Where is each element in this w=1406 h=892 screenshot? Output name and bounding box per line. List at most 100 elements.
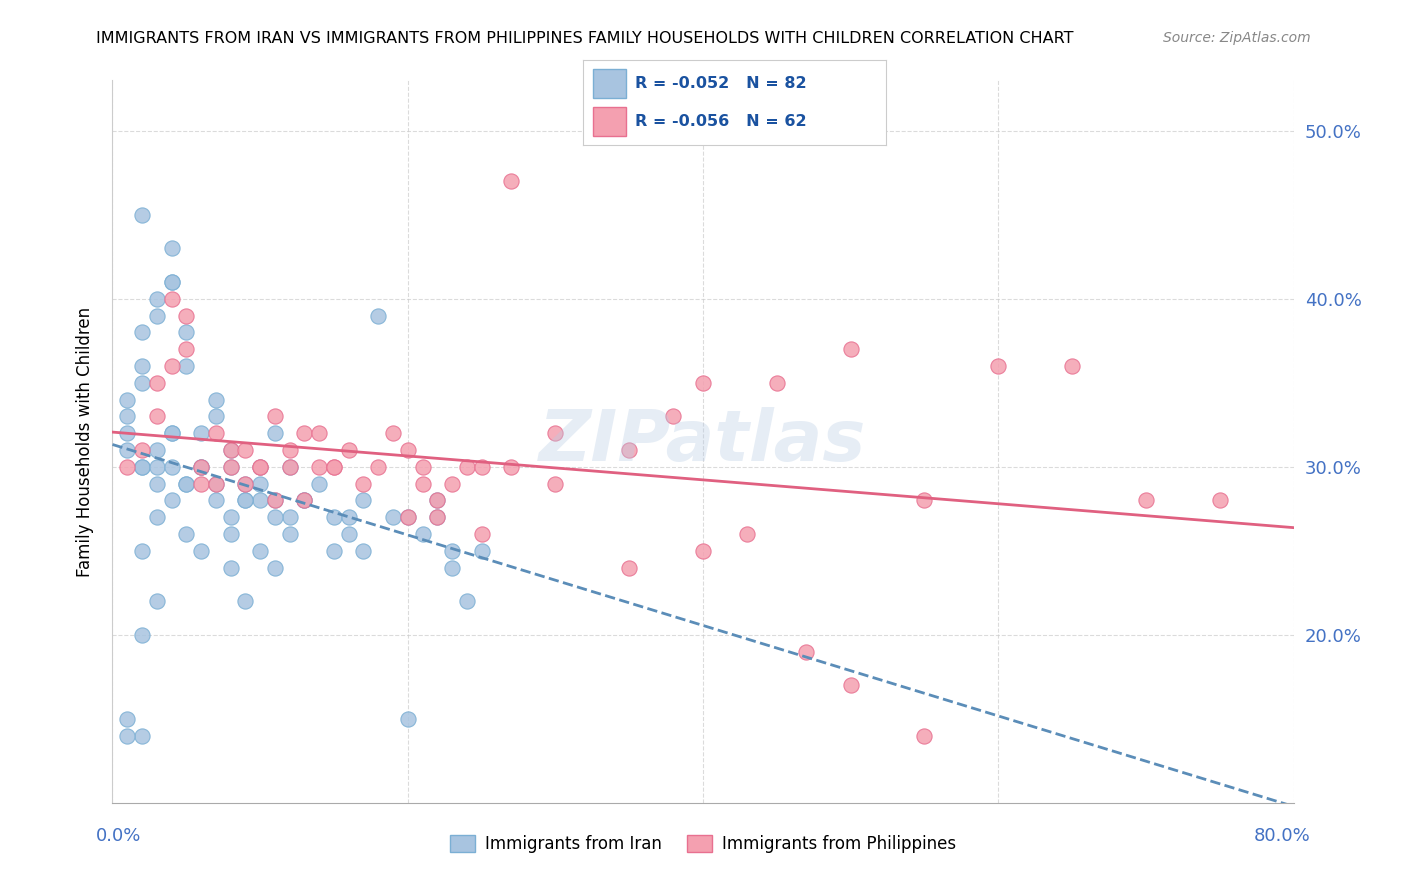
- Point: [233, 493, 256, 508]
- Text: IMMIGRANTS FROM IRAN VS IMMIGRANTS FROM PHILIPPINES FAMILY HOUSEHOLDS WITH CHILD: IMMIGRANTS FROM IRAN VS IMMIGRANTS FROM …: [96, 31, 1073, 46]
- Point: [233, 476, 256, 491]
- Point: [205, 426, 228, 441]
- Point: [308, 476, 330, 491]
- Point: [160, 241, 183, 255]
- Point: [160, 426, 183, 441]
- Point: [501, 459, 523, 474]
- Point: [839, 678, 862, 692]
- Point: [470, 459, 494, 474]
- Point: [278, 459, 301, 474]
- Y-axis label: Family Households with Children: Family Households with Children: [76, 307, 94, 576]
- Point: [352, 493, 374, 508]
- Point: [174, 342, 197, 356]
- Point: [131, 543, 153, 558]
- Point: [264, 493, 287, 508]
- Point: [249, 459, 271, 474]
- Point: [146, 409, 169, 424]
- Point: [160, 275, 183, 289]
- Point: [278, 459, 301, 474]
- Text: 80.0%: 80.0%: [1254, 827, 1310, 845]
- Point: [219, 510, 242, 524]
- Point: [264, 426, 287, 441]
- Point: [249, 459, 271, 474]
- Point: [249, 493, 271, 508]
- Point: [456, 594, 478, 608]
- Point: [544, 476, 567, 491]
- Point: [146, 594, 169, 608]
- Point: [323, 459, 346, 474]
- Point: [292, 493, 315, 508]
- Point: [233, 493, 256, 508]
- Point: [323, 543, 346, 558]
- Point: [323, 510, 346, 524]
- Point: [190, 459, 212, 474]
- Point: [337, 510, 360, 524]
- Text: 0.0%: 0.0%: [96, 827, 141, 845]
- Point: [308, 459, 330, 474]
- Point: [323, 459, 346, 474]
- Point: [219, 442, 242, 457]
- Point: [190, 476, 212, 491]
- Point: [219, 527, 242, 541]
- Point: [987, 359, 1010, 373]
- Point: [470, 527, 494, 541]
- Point: [205, 409, 228, 424]
- Point: [131, 376, 153, 390]
- Point: [501, 174, 523, 188]
- Point: [219, 459, 242, 474]
- Point: [278, 442, 301, 457]
- Point: [190, 459, 212, 474]
- Point: [117, 712, 138, 726]
- Point: [131, 628, 153, 642]
- Text: R = -0.052   N = 82: R = -0.052 N = 82: [636, 76, 807, 91]
- Point: [619, 560, 641, 574]
- Point: [249, 459, 271, 474]
- Point: [337, 442, 360, 457]
- Point: [174, 326, 197, 340]
- Point: [441, 476, 464, 491]
- Point: [426, 510, 449, 524]
- Point: [382, 426, 405, 441]
- Point: [205, 476, 228, 491]
- FancyBboxPatch shape: [592, 69, 626, 98]
- FancyBboxPatch shape: [592, 107, 626, 136]
- Point: [233, 594, 256, 608]
- Point: [219, 442, 242, 457]
- Point: [796, 644, 818, 658]
- Point: [692, 376, 714, 390]
- Point: [292, 493, 315, 508]
- Point: [662, 409, 685, 424]
- Point: [382, 510, 405, 524]
- Point: [839, 342, 862, 356]
- Point: [190, 543, 212, 558]
- Point: [233, 476, 256, 491]
- Point: [160, 359, 183, 373]
- Point: [249, 476, 271, 491]
- Point: [456, 459, 478, 474]
- Point: [766, 376, 789, 390]
- Point: [1062, 359, 1084, 373]
- Point: [367, 309, 389, 323]
- Point: [146, 309, 169, 323]
- Point: [396, 510, 419, 524]
- Point: [278, 527, 301, 541]
- Point: [160, 426, 183, 441]
- Point: [352, 543, 374, 558]
- Point: [292, 426, 315, 441]
- Point: [205, 493, 228, 508]
- Point: [264, 560, 287, 574]
- Point: [117, 442, 138, 457]
- Point: [737, 527, 759, 541]
- Point: [131, 326, 153, 340]
- Point: [146, 510, 169, 524]
- Point: [146, 476, 169, 491]
- Point: [190, 459, 212, 474]
- Point: [411, 476, 433, 491]
- Point: [174, 309, 197, 323]
- Point: [131, 442, 153, 457]
- Point: [470, 543, 494, 558]
- Point: [160, 292, 183, 306]
- Point: [117, 459, 138, 474]
- Point: [160, 493, 183, 508]
- Point: [352, 476, 374, 491]
